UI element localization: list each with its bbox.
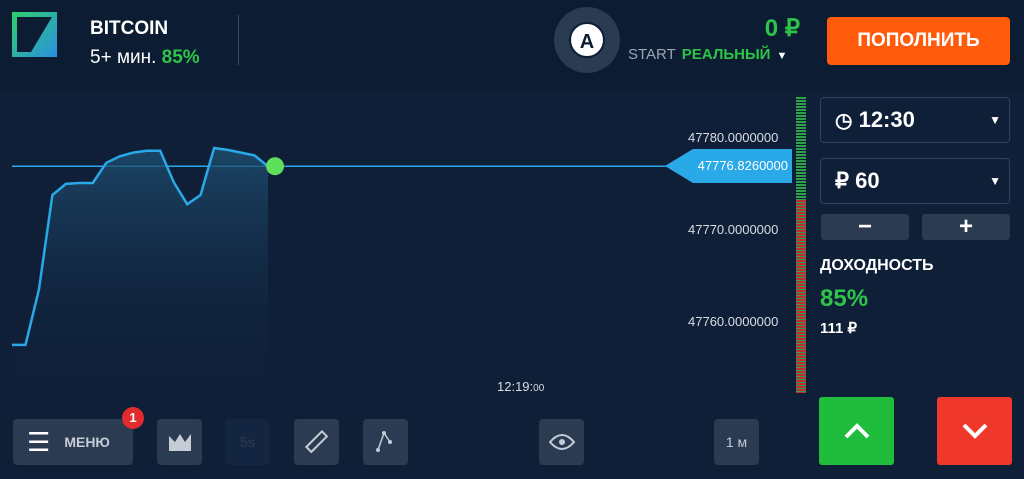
chevron-up-icon: [844, 423, 869, 439]
y-tick: 47780.0000000: [688, 130, 779, 145]
eye-icon: [548, 434, 575, 450]
drawing-tools-icon: [375, 431, 392, 452]
time-value: 12:30: [858, 107, 915, 132]
caret-down-icon: ▼: [989, 113, 1001, 127]
price-line: [12, 146, 269, 347]
current-price-tag: 47776.8260000: [665, 149, 792, 183]
notification-badge: 1: [122, 407, 144, 429]
account-selector[interactable]: START РЕАЛЬНЫЙ ▼: [628, 46, 787, 63]
caret-down-icon: ▼: [776, 50, 788, 62]
deposit-button[interactable]: ПОПОЛНИТЬ: [827, 17, 1010, 65]
divider: [238, 15, 239, 65]
ruler-icon: [304, 430, 328, 454]
menu-label: МЕНЮ: [64, 434, 110, 450]
yield-percent: 85%: [820, 285, 869, 312]
yield-label: ДОХОДНОСТЬ: [820, 257, 934, 274]
chart-type-button[interactable]: [157, 419, 202, 465]
amount-select[interactable]: ₽ 60 ▼: [820, 158, 1010, 204]
increase-button[interactable]: +: [922, 214, 1010, 240]
asset-logo-icon[interactable]: [12, 12, 57, 57]
current-price-marker: [266, 157, 284, 176]
call-up-button[interactable]: [819, 397, 894, 465]
y-tick: 47770.0000000: [688, 222, 779, 237]
caret-down-icon: ▼: [989, 174, 1001, 188]
account-level: START: [628, 46, 676, 63]
clock-icon: ◷: [835, 110, 853, 132]
header: BITCOIN 5+ мин. 85% A 0 ₽ START РЕАЛЬНЫЙ ▼…: [0, 0, 1024, 90]
indicator-button[interactable]: 5s: [225, 419, 270, 465]
amount-value: ₽ 60: [835, 168, 880, 193]
drawing-tools-button[interactable]: [363, 419, 408, 465]
avatar[interactable]: A: [569, 22, 605, 58]
timeframe-button[interactable]: 1 м: [714, 419, 759, 465]
chevron-down-icon: [962, 423, 987, 439]
time-select[interactable]: ◷ 12:30 ▼: [820, 97, 1010, 143]
volume-bar-down: [796, 200, 806, 393]
balance: 0 ₽: [764, 15, 800, 42]
x-tick-main: 12:19:: [497, 379, 534, 394]
price-chart[interactable]: [0, 0, 810, 400]
x-tick-sec: 00: [533, 383, 545, 394]
menu-button[interactable]: ☰ МЕНЮ: [13, 419, 133, 465]
yield-amount: 111 ₽: [820, 320, 858, 337]
price-area: [12, 148, 268, 400]
visibility-button[interactable]: [539, 419, 584, 465]
area-chart-icon: [168, 434, 191, 451]
ruler-button[interactable]: [294, 419, 339, 465]
decrease-button[interactable]: −: [821, 214, 909, 240]
put-down-button[interactable]: [937, 397, 1012, 465]
duration: 5+ мин.: [90, 47, 157, 68]
hamburger-icon: ☰: [27, 426, 51, 457]
y-tick: 47760.0000000: [688, 314, 779, 329]
asset-subtitle: 5+ мин. 85%: [90, 47, 200, 69]
payout: 85%: [161, 47, 200, 68]
account-type: РЕАЛЬНЫЙ: [681, 46, 771, 63]
asset-name[interactable]: BITCOIN: [90, 18, 169, 39]
x-tick: 12:19:00: [497, 379, 544, 394]
